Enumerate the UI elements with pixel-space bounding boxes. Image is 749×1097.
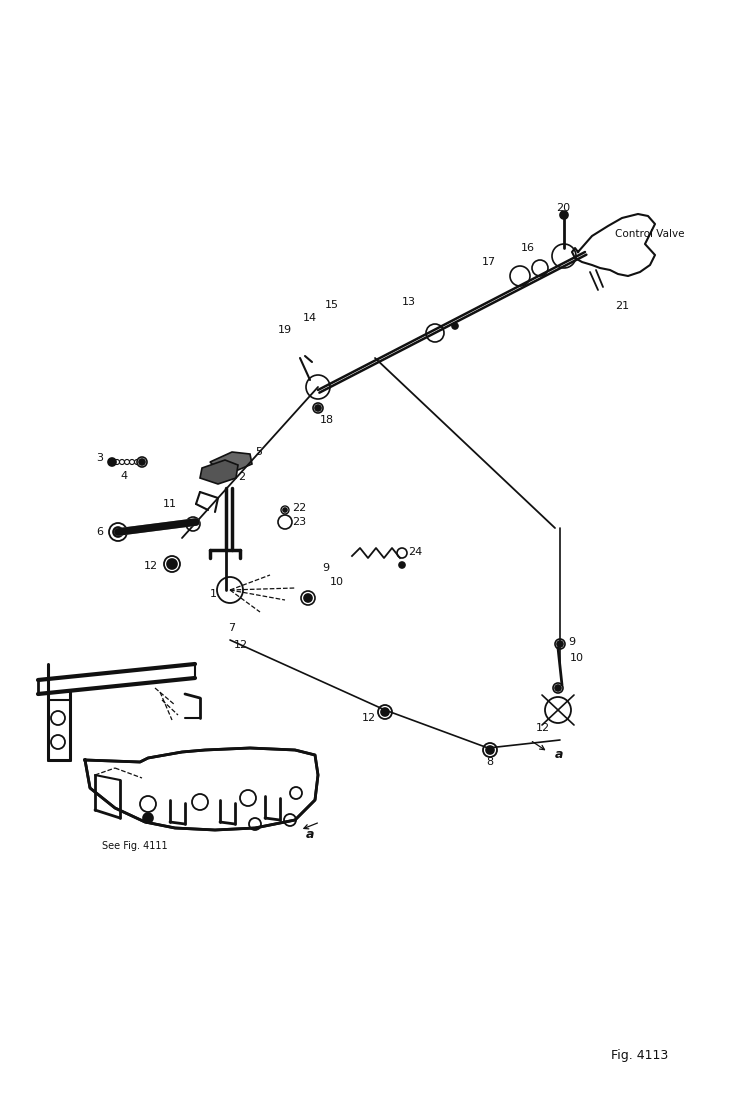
- Circle shape: [249, 818, 261, 830]
- Text: a: a: [555, 747, 563, 760]
- Circle shape: [140, 796, 156, 812]
- Circle shape: [130, 460, 135, 464]
- Circle shape: [217, 577, 243, 603]
- Text: 12: 12: [234, 640, 248, 651]
- Text: 20: 20: [556, 203, 570, 213]
- Text: 16: 16: [521, 244, 535, 253]
- Text: 18: 18: [320, 415, 334, 425]
- Circle shape: [430, 328, 440, 338]
- Circle shape: [399, 562, 405, 568]
- Text: a: a: [306, 827, 314, 840]
- Circle shape: [313, 403, 323, 412]
- Circle shape: [115, 460, 120, 464]
- Text: 17: 17: [482, 257, 496, 267]
- Circle shape: [109, 523, 127, 541]
- Circle shape: [137, 457, 147, 467]
- Text: 14: 14: [303, 313, 317, 323]
- Circle shape: [532, 260, 548, 276]
- Polygon shape: [210, 452, 252, 470]
- Circle shape: [108, 459, 116, 466]
- Text: 8: 8: [486, 757, 493, 767]
- Text: Fig. 4113: Fig. 4113: [611, 1049, 669, 1062]
- Text: 11: 11: [163, 499, 177, 509]
- Circle shape: [186, 517, 200, 531]
- Circle shape: [550, 702, 566, 719]
- Text: 21: 21: [615, 301, 629, 312]
- Circle shape: [139, 459, 145, 465]
- Circle shape: [124, 460, 130, 464]
- Text: 24: 24: [408, 547, 422, 557]
- Text: Control Valve: Control Valve: [615, 229, 685, 239]
- Circle shape: [378, 705, 392, 719]
- Text: 2: 2: [238, 472, 245, 482]
- Text: 15: 15: [325, 299, 339, 310]
- Circle shape: [164, 556, 180, 572]
- Text: See Fig. 4111: See Fig. 4111: [102, 841, 168, 851]
- Circle shape: [135, 460, 139, 464]
- Circle shape: [278, 514, 292, 529]
- Circle shape: [222, 583, 238, 598]
- Polygon shape: [200, 460, 238, 484]
- Circle shape: [560, 211, 568, 219]
- Circle shape: [397, 548, 407, 558]
- Circle shape: [555, 685, 561, 691]
- Text: 4: 4: [120, 471, 127, 480]
- Circle shape: [281, 506, 289, 514]
- Circle shape: [192, 794, 208, 810]
- Circle shape: [536, 264, 544, 272]
- Circle shape: [545, 697, 571, 723]
- Circle shape: [510, 265, 530, 286]
- Text: 9: 9: [568, 637, 575, 647]
- Circle shape: [240, 790, 256, 806]
- Circle shape: [310, 378, 326, 395]
- Text: 6: 6: [96, 527, 103, 538]
- Text: 19: 19: [278, 325, 292, 335]
- Circle shape: [483, 743, 497, 757]
- Circle shape: [143, 813, 153, 823]
- Circle shape: [557, 249, 571, 263]
- Text: 7: 7: [228, 623, 235, 633]
- Circle shape: [283, 508, 287, 512]
- Circle shape: [381, 708, 389, 716]
- Polygon shape: [85, 748, 318, 830]
- Circle shape: [51, 711, 65, 725]
- Text: 9: 9: [322, 563, 329, 573]
- Text: 23: 23: [292, 517, 306, 527]
- Text: 12: 12: [362, 713, 376, 723]
- Text: 10: 10: [330, 577, 344, 587]
- Circle shape: [553, 683, 563, 693]
- Circle shape: [113, 527, 123, 538]
- Circle shape: [486, 746, 494, 754]
- Text: 10: 10: [570, 653, 584, 663]
- Text: 22: 22: [292, 504, 306, 513]
- Circle shape: [301, 591, 315, 606]
- Text: 5: 5: [255, 446, 262, 457]
- Text: 13: 13: [402, 297, 416, 307]
- Circle shape: [552, 244, 576, 268]
- Circle shape: [304, 593, 312, 602]
- Circle shape: [290, 787, 302, 799]
- Text: 3: 3: [96, 453, 103, 463]
- Circle shape: [109, 460, 115, 464]
- Circle shape: [306, 375, 330, 399]
- Circle shape: [167, 559, 177, 569]
- Circle shape: [280, 517, 290, 527]
- Circle shape: [426, 324, 444, 342]
- Text: 12: 12: [536, 723, 550, 733]
- Circle shape: [120, 460, 124, 464]
- Text: 1: 1: [210, 589, 217, 599]
- Circle shape: [452, 323, 458, 329]
- Circle shape: [555, 638, 565, 649]
- Circle shape: [514, 270, 526, 282]
- Circle shape: [557, 641, 563, 647]
- Circle shape: [315, 405, 321, 411]
- Text: 12: 12: [144, 561, 158, 572]
- Circle shape: [284, 814, 296, 826]
- Circle shape: [51, 735, 65, 749]
